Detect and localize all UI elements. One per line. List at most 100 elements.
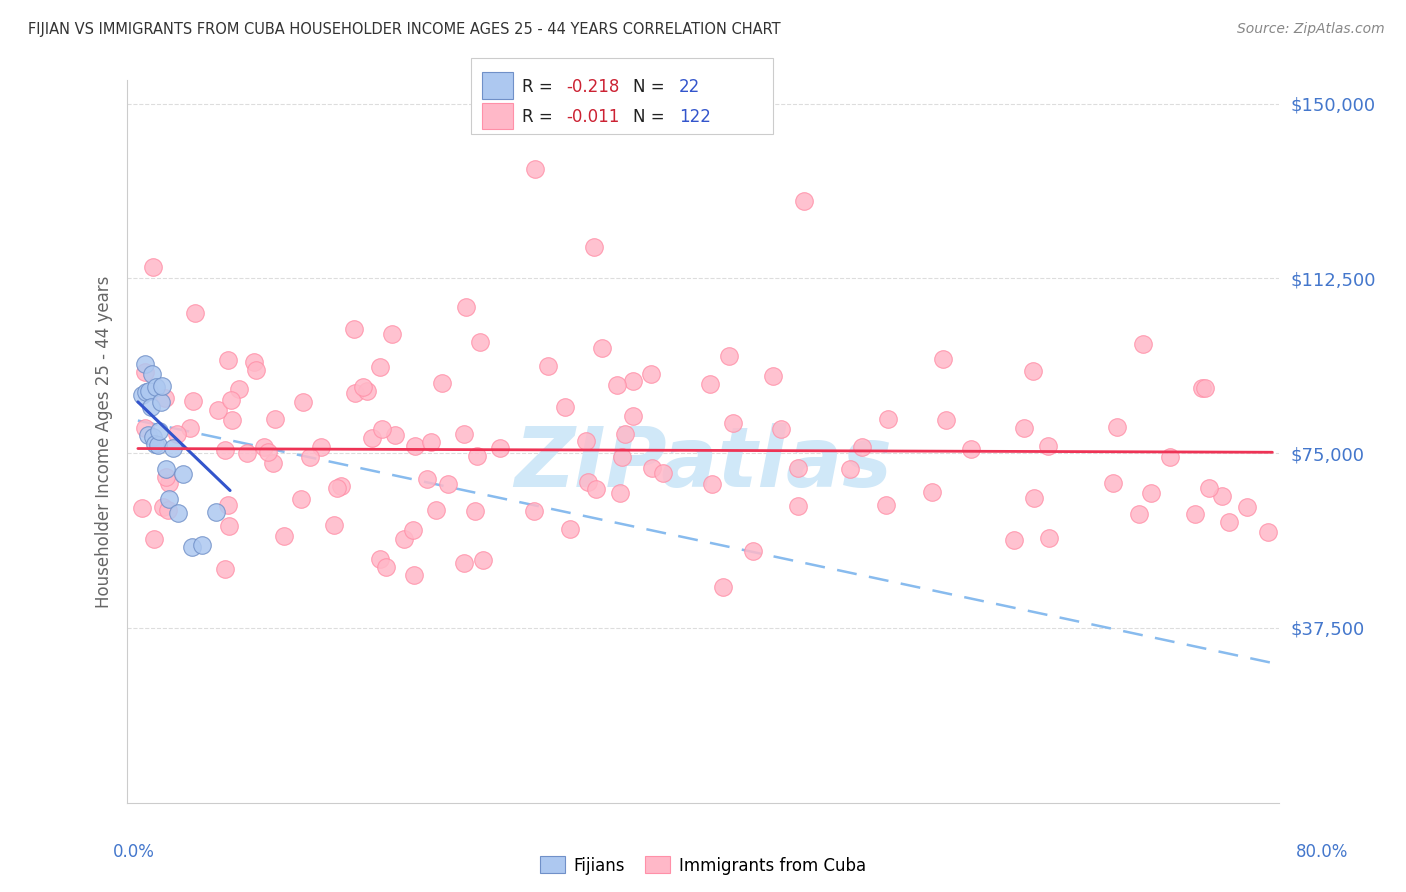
Point	[155, 462, 177, 476]
Point	[787, 499, 810, 513]
Point	[326, 481, 349, 495]
Point	[153, 392, 176, 406]
Point	[139, 400, 162, 414]
Point	[143, 436, 166, 450]
Point	[155, 469, 177, 483]
Text: 22: 22	[679, 78, 700, 95]
Point	[489, 442, 512, 456]
Point	[207, 403, 229, 417]
Point	[606, 377, 628, 392]
Point	[190, 538, 212, 552]
Point	[214, 443, 236, 458]
Point	[235, 446, 257, 460]
Point	[135, 385, 157, 400]
Text: FIJIAN VS IMMIGRANTS FROM CUBA HOUSEHOLDER INCOME AGES 25 - 44 YEARS CORRELATION: FIJIAN VS IMMIGRANTS FROM CUBA HOUSEHOLD…	[28, 22, 780, 37]
Point	[1107, 420, 1129, 434]
Point	[205, 505, 228, 519]
Point	[465, 450, 488, 464]
Point	[157, 492, 180, 507]
Point	[309, 441, 332, 455]
Point	[537, 359, 560, 374]
Point	[156, 503, 179, 517]
Point	[742, 543, 765, 558]
Point	[1128, 507, 1150, 521]
Point	[343, 322, 366, 336]
Point	[464, 504, 486, 518]
Point	[299, 450, 322, 465]
Point	[558, 522, 581, 536]
Point	[575, 434, 598, 448]
Point	[143, 532, 166, 546]
Point	[370, 359, 392, 374]
Point	[374, 559, 396, 574]
Point	[700, 477, 723, 491]
Point	[1021, 364, 1043, 378]
Point	[228, 382, 250, 396]
Point	[432, 376, 454, 390]
Point	[1236, 500, 1258, 514]
Point	[523, 161, 546, 176]
Point	[402, 568, 425, 582]
Point	[214, 562, 236, 576]
Point	[152, 500, 174, 515]
Point	[1140, 486, 1163, 500]
Point	[711, 580, 734, 594]
Point	[1038, 532, 1060, 546]
Point	[787, 461, 810, 475]
Point	[141, 367, 163, 381]
Point	[1191, 380, 1213, 394]
Point	[641, 461, 664, 475]
Point	[217, 352, 239, 367]
Point	[330, 479, 353, 493]
Point	[470, 335, 492, 350]
Point	[613, 427, 636, 442]
Point	[583, 239, 606, 253]
Point	[148, 425, 170, 439]
Point	[699, 376, 721, 391]
Point	[770, 422, 793, 436]
Point	[142, 430, 165, 444]
Point	[134, 357, 156, 371]
Point	[921, 485, 943, 500]
Point	[131, 388, 153, 402]
Point	[262, 457, 284, 471]
Point	[652, 466, 675, 480]
Point	[793, 194, 815, 209]
Point	[585, 482, 607, 496]
Point	[392, 533, 415, 547]
Point	[290, 491, 312, 506]
Point	[344, 386, 367, 401]
Text: N =: N =	[633, 78, 669, 95]
Point	[1211, 489, 1233, 503]
Point	[404, 439, 426, 453]
Point	[180, 540, 202, 554]
Point	[419, 435, 441, 450]
Point	[839, 462, 862, 476]
Point	[609, 486, 631, 500]
Point	[381, 326, 404, 341]
Point	[371, 422, 394, 436]
Point	[621, 374, 644, 388]
Text: ZIPatlas: ZIPatlas	[515, 423, 891, 504]
Point	[131, 501, 153, 516]
Text: R =: R =	[522, 78, 558, 95]
Point	[453, 427, 475, 442]
Text: -0.011: -0.011	[567, 108, 620, 126]
Point	[1036, 439, 1059, 453]
Point	[416, 472, 439, 486]
Point	[166, 506, 188, 520]
Text: N =: N =	[633, 108, 669, 126]
Point	[453, 556, 475, 570]
Point	[356, 384, 378, 398]
Point	[243, 355, 266, 369]
Point	[1024, 491, 1046, 506]
Point	[851, 440, 873, 454]
Point	[523, 504, 546, 518]
Point	[134, 421, 156, 435]
Point	[352, 380, 374, 394]
Point	[162, 441, 184, 455]
Point	[273, 529, 295, 543]
Point	[471, 553, 494, 567]
Point	[1184, 508, 1206, 522]
Legend: Fijians, Immigrants from Cuba: Fijians, Immigrants from Cuba	[534, 850, 872, 881]
